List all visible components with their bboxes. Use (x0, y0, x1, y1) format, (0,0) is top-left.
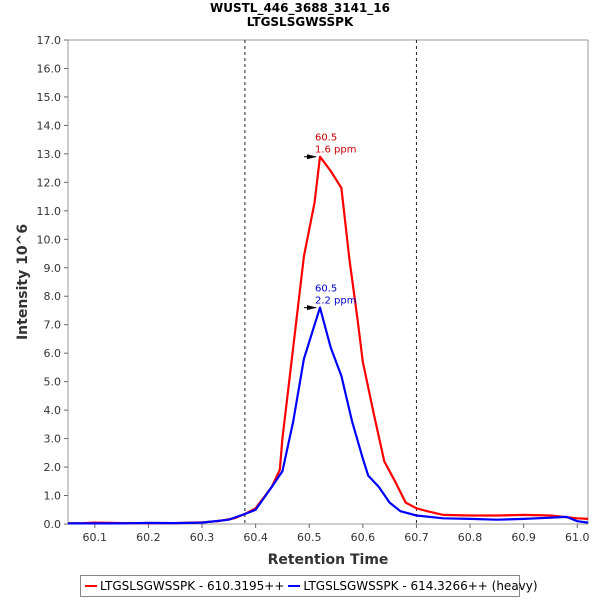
x-tick-label: 60.3 (190, 531, 215, 544)
y-tick-label: 6.0 (44, 347, 62, 360)
legend-swatch (288, 585, 301, 587)
y-tick-label: 4.0 (44, 404, 62, 417)
y-tick-label: 7.0 (44, 319, 62, 332)
x-tick-label: 60.6 (351, 531, 376, 544)
chart-title: WUSTL_446_3688_3141_16 (210, 1, 390, 15)
peak-boundaries (244, 40, 417, 524)
x-tick-label: 60.5 (297, 531, 322, 544)
legend-item: LTGSLSGWSSPK - 614.3266++ (heavy) (288, 579, 538, 593)
y-tick-label: 9.0 (44, 262, 62, 275)
chart-subtitle: LTGSLSGWSSPK (246, 15, 354, 29)
x-tick-label: 60.4 (243, 531, 268, 544)
legend-swatch (85, 585, 97, 587)
peak-ppm-label: 2.2 ppm (315, 296, 357, 307)
y-tick-label: 11.0 (37, 205, 62, 218)
y-tick-label: 12.0 (37, 176, 62, 189)
y-tick-label: 0.0 (44, 518, 62, 531)
legend-item: LTGSLSGWSSPK - 610.3195++ (85, 579, 284, 593)
y-tick-label: 5.0 (44, 376, 62, 389)
y-tick-label: 15.0 (37, 91, 62, 104)
x-tick-label: 60.2 (136, 531, 161, 544)
x-axis-ticks: 60.1 60.2 60.3 60.4 60.5 60.6 60.7 60.8 60.9 61.0 (83, 524, 590, 544)
peak-rt-label: 60.5 (315, 284, 337, 295)
peak-ppm-label: 1.6 ppm (315, 145, 357, 156)
legend-label: LTGSLSGWSSPK - 610.3195++ (100, 579, 285, 593)
x-tick-label: 61.0 (565, 531, 590, 544)
y-axis-ticks: 0.0 1.0 2.0 3.0 4.0 5.0 6.0 7.0 8.0 9.0 10.0 11.0 12… (37, 34, 68, 531)
series-lines (67, 155, 589, 525)
x-tick-label: 60.9 (511, 531, 536, 544)
plot-area (67, 39, 589, 525)
y-tick-label: 10.0 (37, 233, 62, 246)
y-tick-label: 17.0 (37, 34, 62, 47)
y-tick-label: 14.0 (37, 119, 62, 132)
y-axis-title: Intensity 10^6 (15, 224, 31, 340)
x-tick-label: 60.1 (83, 531, 108, 544)
y-tick-label: 13.0 (37, 148, 62, 161)
chart-legend: LTGSLSGWSSPK - 610.3195++ LTGSLSGWSSPK -… (80, 575, 538, 597)
y-tick-label: 8.0 (44, 290, 62, 303)
y-tick-label: 3.0 (44, 433, 62, 446)
x-tick-label: 60.7 (404, 531, 429, 544)
y-tick-label: 16.0 (37, 62, 62, 75)
peak-rt-label: 60.5 (315, 133, 337, 144)
x-axis-title: Retention Time (268, 552, 389, 568)
series-line (68, 306, 589, 525)
y-tick-label: 2.0 (44, 461, 62, 474)
y-tick-label: 1.0 (44, 490, 62, 503)
legend-label: LTGSLSGWSSPK - 614.3266++ (heavy) (303, 579, 538, 593)
x-tick-label: 60.8 (458, 531, 483, 544)
